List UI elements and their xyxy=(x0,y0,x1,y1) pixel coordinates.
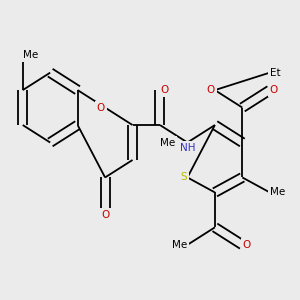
Text: O: O xyxy=(160,85,168,95)
Text: Me: Me xyxy=(270,188,285,197)
Text: Me: Me xyxy=(172,240,188,250)
Text: NH: NH xyxy=(180,142,195,152)
Text: O: O xyxy=(270,85,278,95)
Text: S: S xyxy=(181,172,188,182)
Text: O: O xyxy=(97,103,105,112)
Text: O: O xyxy=(207,85,215,95)
Text: Me: Me xyxy=(23,50,38,60)
Text: Et: Et xyxy=(270,68,280,78)
Text: O: O xyxy=(242,240,250,250)
Text: Me: Me xyxy=(160,137,175,148)
Text: O: O xyxy=(101,210,109,220)
